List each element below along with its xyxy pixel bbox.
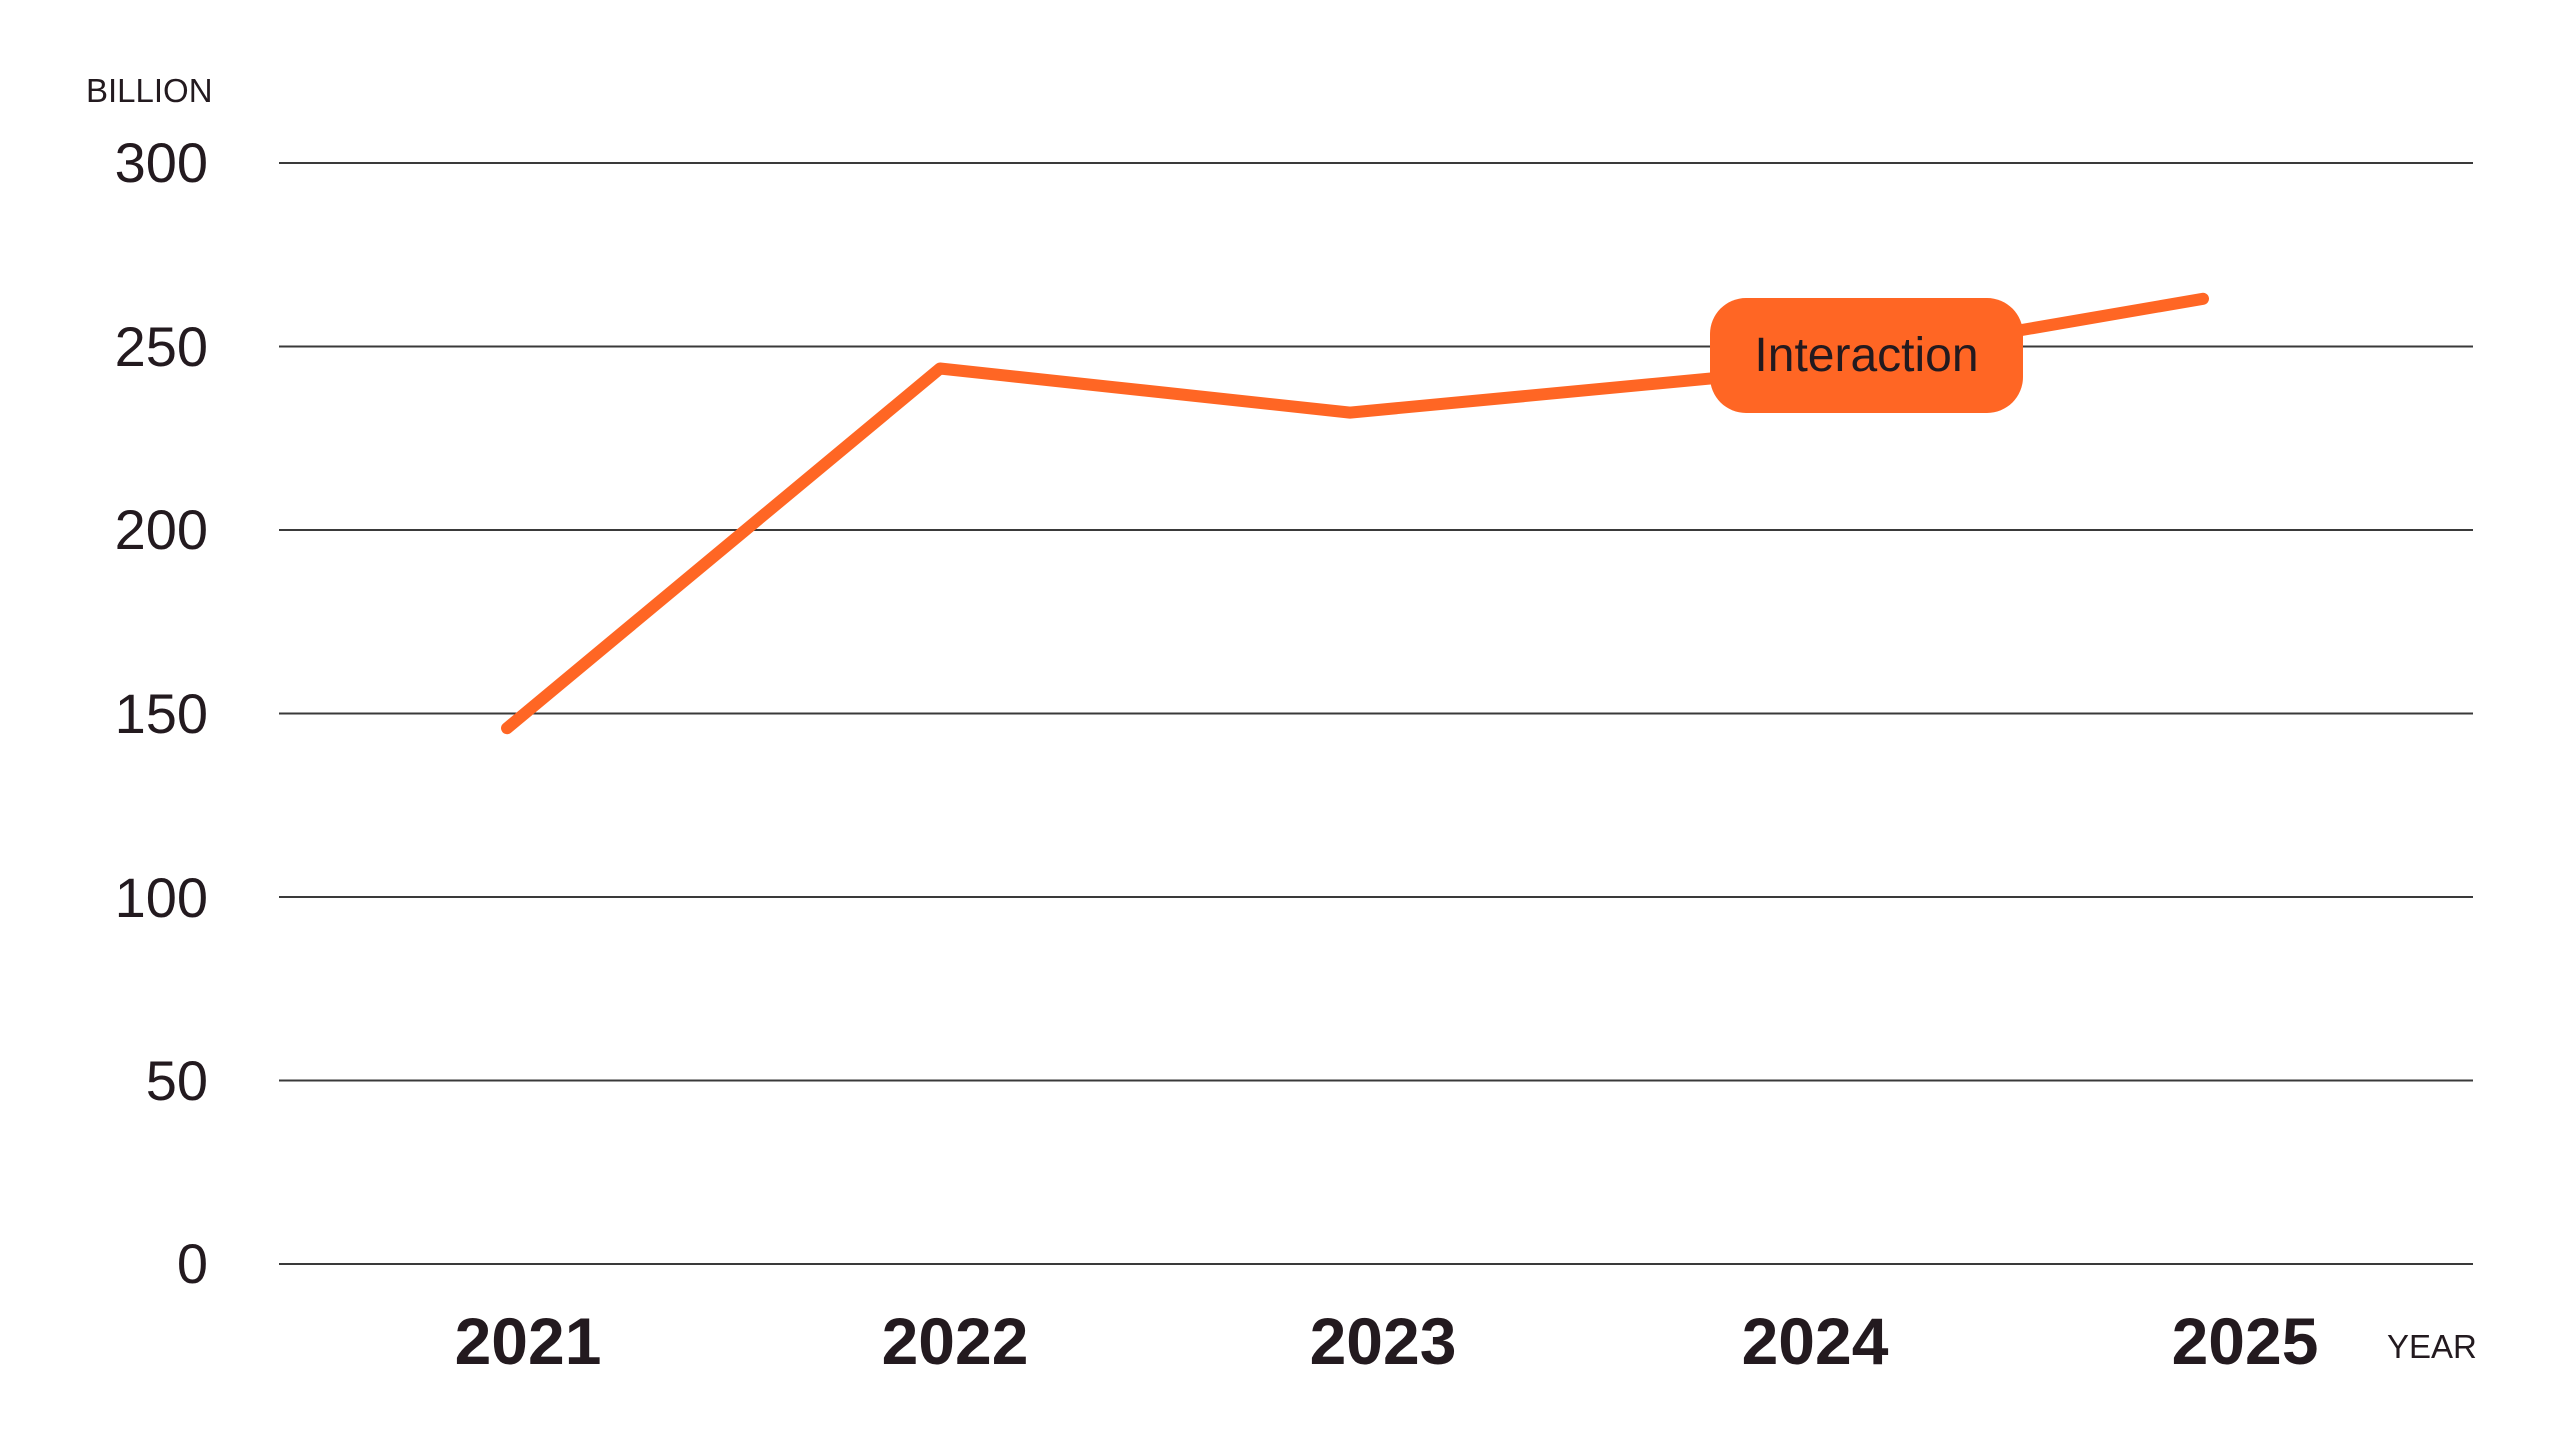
x-axis-unit-label: YEAR: [2387, 1328, 2477, 1365]
x-tick-label: 2021: [454, 1304, 602, 1378]
y-tick-label: 300: [114, 131, 208, 194]
y-axis-unit-label: BILLION: [86, 72, 213, 109]
gridlines: [279, 162, 2473, 1265]
x-tick-label: 2022: [881, 1304, 1029, 1378]
y-tick-label: 50: [145, 1049, 208, 1112]
x-tick-label: 2024: [1741, 1304, 1889, 1378]
y-tick-label: 250: [114, 315, 208, 378]
x-tick-label: 2025: [2171, 1304, 2319, 1378]
y-tick-label: 150: [114, 682, 208, 745]
series-label-interaction: Interaction: [1710, 298, 2023, 413]
x-tick-label: 2023: [1309, 1304, 1457, 1378]
y-tick-label: 100: [114, 866, 208, 929]
y-tick-label: 0: [176, 1232, 208, 1295]
y-tick-label: 200: [114, 498, 208, 561]
